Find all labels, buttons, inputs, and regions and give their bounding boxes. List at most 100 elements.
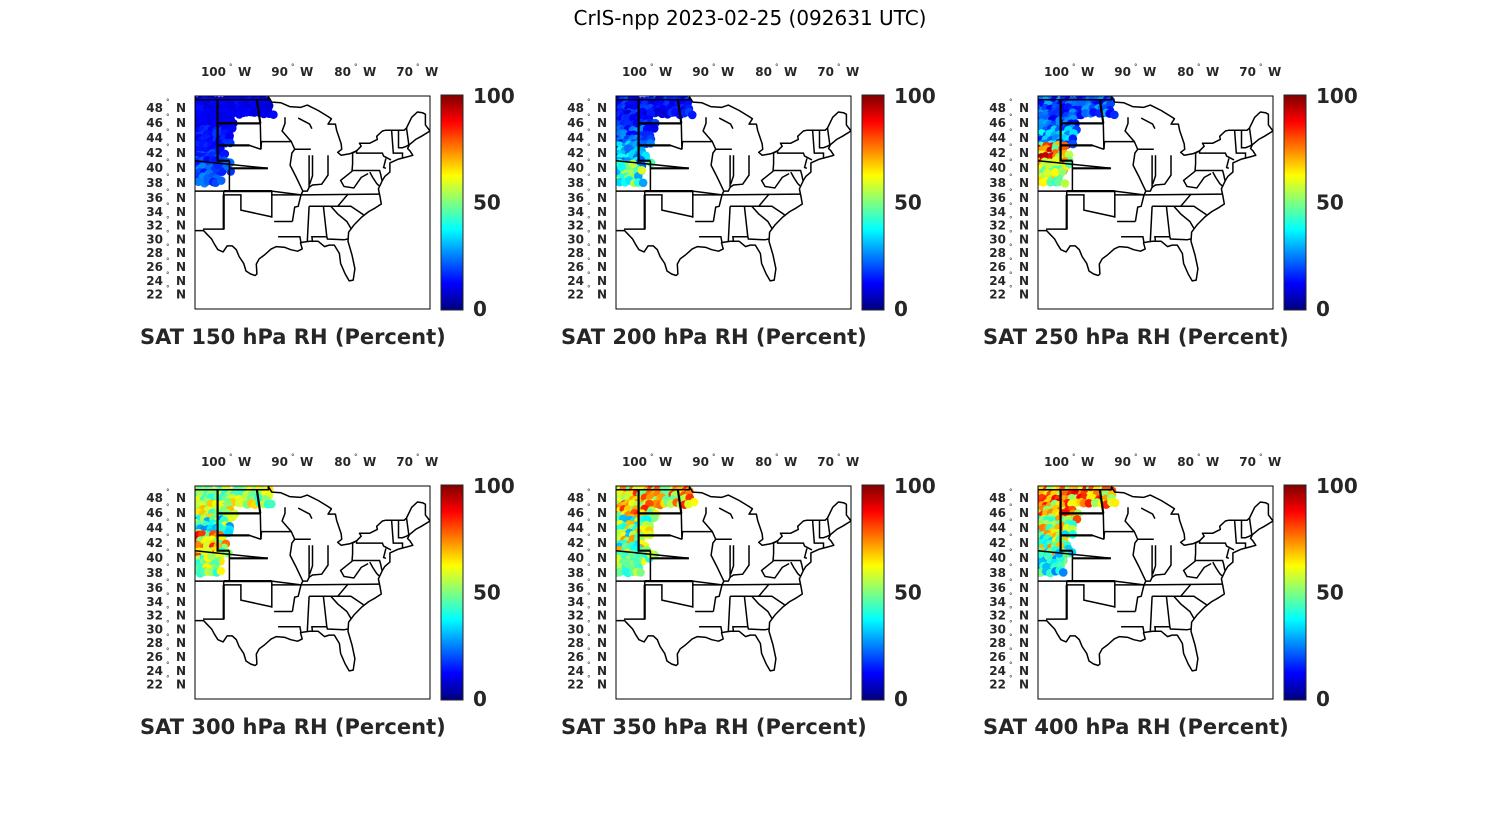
state-border xyxy=(222,191,273,218)
svg-text:N: N xyxy=(597,650,607,664)
svg-text:°: ° xyxy=(291,453,295,461)
svg-text:N: N xyxy=(597,116,607,130)
panel-caption: SAT 350 hPa RH (Percent) xyxy=(561,715,867,739)
state-border xyxy=(702,507,713,533)
state-border xyxy=(702,117,713,143)
lat-tick-label: 26 ° N xyxy=(146,647,186,664)
state-border xyxy=(729,155,750,188)
lat-tick-label: 34 ° N xyxy=(567,202,607,219)
svg-text:38: 38 xyxy=(146,566,163,580)
svg-text:26: 26 xyxy=(989,260,1006,274)
lat-tick-label: 28 ° N xyxy=(989,243,1029,260)
svg-text:70: 70 xyxy=(1239,65,1256,79)
panel-caption: SAT 200 hPa RH (Percent) xyxy=(561,325,867,349)
state-border xyxy=(1098,489,1105,514)
state-border xyxy=(790,171,801,187)
state-border xyxy=(308,545,314,575)
svg-text:38: 38 xyxy=(989,566,1006,580)
svg-text:W: W xyxy=(659,455,672,469)
lat-tick-label: 28 ° N xyxy=(146,243,186,260)
svg-text:N: N xyxy=(176,176,186,190)
svg-text:°: ° xyxy=(587,173,591,181)
svg-text:N: N xyxy=(1019,664,1029,678)
rh-point xyxy=(1058,568,1068,577)
svg-text:°: ° xyxy=(650,63,654,71)
svg-text:N: N xyxy=(176,232,186,246)
lat-tick-label: 48 ° N xyxy=(146,98,186,115)
rh-point xyxy=(622,557,631,566)
svg-text:42: 42 xyxy=(989,536,1006,550)
svg-text:46: 46 xyxy=(146,506,163,520)
state-border xyxy=(803,548,808,560)
svg-text:46: 46 xyxy=(567,116,584,130)
svg-text:N: N xyxy=(176,260,186,274)
svg-text:°: ° xyxy=(1009,229,1013,237)
svg-text:°: ° xyxy=(291,63,295,71)
svg-text:W: W xyxy=(363,65,376,79)
svg-text:N: N xyxy=(597,609,607,623)
svg-text:N: N xyxy=(597,678,607,692)
svg-text:46: 46 xyxy=(989,506,1006,520)
rh-scatter xyxy=(1038,96,1119,188)
lon-tick-label: 70 ° W xyxy=(817,63,859,79)
svg-text:36: 36 xyxy=(989,191,1006,205)
rh-point xyxy=(267,499,276,509)
svg-text:N: N xyxy=(597,219,607,233)
svg-text:26: 26 xyxy=(989,650,1006,664)
svg-text:W: W xyxy=(846,455,859,469)
svg-text:°: ° xyxy=(587,578,591,586)
map-area xyxy=(195,486,430,699)
map-figure: 100 ° W 90 ° W 80 ° W 70 ° W48 ° N46 ° N44 ° N42 ° N40 ° N38 °… xyxy=(567,453,935,711)
lat-tick-label: 36 ° N xyxy=(567,578,607,595)
lon-tick-label: 100 ° W xyxy=(622,63,672,79)
svg-text:°: ° xyxy=(650,453,654,461)
svg-text:40: 40 xyxy=(567,551,584,565)
lon-tick-label: 70 ° W xyxy=(1239,63,1281,79)
svg-text:°: ° xyxy=(587,113,591,121)
svg-text:°: ° xyxy=(1134,63,1138,71)
state-border xyxy=(1173,205,1195,229)
svg-text:°: ° xyxy=(166,661,170,669)
svg-text:°: ° xyxy=(587,243,591,251)
state-border xyxy=(760,153,790,189)
state-border xyxy=(727,206,731,242)
state-border xyxy=(1121,235,1145,243)
state-border xyxy=(744,193,770,208)
state-border xyxy=(382,158,387,170)
state-border xyxy=(1233,520,1247,549)
state-border xyxy=(1140,507,1156,520)
svg-text:°: ° xyxy=(712,453,716,461)
rh-point xyxy=(216,566,226,576)
lon-tick-label: 80 ° W xyxy=(1177,63,1219,79)
rh-point xyxy=(216,176,226,185)
lat-tick-label: 22 ° N xyxy=(567,675,607,692)
svg-text:36: 36 xyxy=(146,581,163,595)
lat-tick-label: 22 ° N xyxy=(146,675,186,692)
state-border xyxy=(718,117,734,130)
lon-tick-label: 90 ° W xyxy=(1114,453,1156,469)
state-border xyxy=(308,155,314,185)
map-panel: 100 ° W 90 ° W 80 ° W 70 ° W 48 ° N 46 ° N 44 ° N 42 ° N 40 ° N 38 °… xyxy=(983,63,1383,375)
svg-text:°: ° xyxy=(1009,188,1013,196)
svg-text:24: 24 xyxy=(146,274,163,288)
svg-text:W: W xyxy=(721,455,734,469)
svg-text:°: ° xyxy=(1009,563,1013,571)
state-border xyxy=(323,193,349,208)
colorbar-tick-label: 0 xyxy=(894,687,908,711)
svg-text:°: ° xyxy=(166,229,170,237)
svg-text:W: W xyxy=(363,455,376,469)
state-border xyxy=(1059,99,1073,162)
svg-text:°: ° xyxy=(166,592,170,600)
map-frame xyxy=(615,485,852,700)
svg-text:N: N xyxy=(1019,131,1029,145)
map-frame xyxy=(1037,95,1274,310)
colorbar-tick-label: 0 xyxy=(1316,297,1330,321)
svg-text:°: ° xyxy=(1134,453,1138,461)
lat-tick-label: 30 ° N xyxy=(567,229,607,246)
rh-point xyxy=(1043,551,1053,561)
svg-text:22: 22 xyxy=(989,678,1006,692)
colorbar: 100 50 0 xyxy=(440,84,515,321)
svg-text:N: N xyxy=(176,595,186,609)
lat-tick-label: 32 ° N xyxy=(146,606,186,623)
state-border xyxy=(1151,545,1157,575)
